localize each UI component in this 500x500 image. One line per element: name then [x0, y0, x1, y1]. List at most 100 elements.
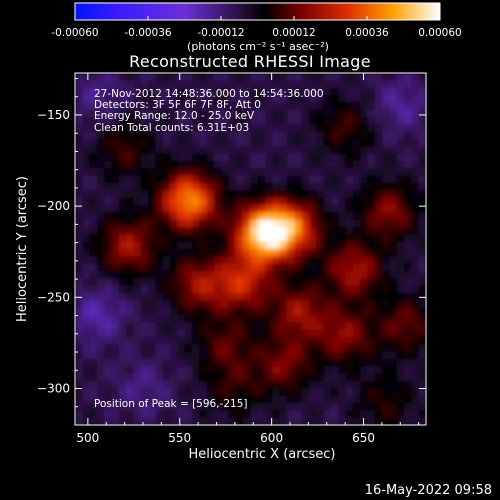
heatmap-cell	[265, 329, 274, 338]
heatmap-cell	[418, 175, 426, 184]
heatmap-cell	[118, 73, 127, 81]
heatmap-cell	[199, 168, 208, 177]
heatmap-cell	[177, 102, 186, 111]
heatmap-cell	[367, 278, 376, 287]
heatmap-cell	[140, 285, 149, 294]
heatmap-cell	[140, 87, 149, 96]
heatmap-cell	[389, 366, 398, 375]
heatmap-cell	[323, 388, 332, 397]
heatmap-cell	[192, 161, 200, 169]
heatmap-cell	[287, 307, 295, 316]
heatmap-cell	[345, 117, 354, 125]
heatmap-cell	[367, 256, 376, 265]
heatmap-cell	[192, 293, 200, 301]
heatmap-cell	[126, 300, 135, 309]
heatmap-cell	[309, 95, 317, 103]
heatmap-cell	[345, 300, 354, 309]
heatmap-cell	[126, 102, 135, 111]
heatmap-cell	[382, 285, 391, 294]
heatmap-cell	[352, 417, 361, 425]
heatmap-cell	[126, 344, 135, 353]
heatmap-cell	[140, 410, 149, 419]
heatmap-cell	[257, 359, 266, 367]
heatmap-cell	[96, 153, 105, 162]
heatmap-cell	[133, 322, 142, 331]
heatmap-cell	[192, 271, 200, 279]
heatmap-cell	[309, 249, 317, 257]
heatmap-cell	[243, 337, 252, 345]
heatmap-cell	[294, 183, 303, 191]
heatmap-cell	[345, 315, 354, 323]
heatmap-cell	[126, 373, 135, 382]
heatmap-cell	[89, 146, 98, 155]
heatmap-cell	[235, 153, 244, 162]
heatmap-cell	[206, 410, 215, 419]
heatmap-cell	[192, 344, 200, 353]
heatmap-cell	[404, 337, 412, 345]
heatmap-cell	[418, 124, 426, 133]
heatmap-cell	[192, 73, 200, 81]
heatmap-cell	[374, 117, 383, 125]
heatmap-cell	[111, 388, 120, 397]
heatmap-cell	[382, 175, 391, 184]
heatmap-cell	[140, 219, 149, 228]
heatmap-cell	[389, 146, 398, 155]
heatmap-cell	[96, 410, 105, 419]
annotation-detectors: Detectors: 3F 5F 6F 7F 8F, Att 0	[94, 99, 261, 111]
heatmap-cell	[345, 241, 354, 250]
heatmap-cell	[177, 161, 186, 169]
heatmap-cell	[140, 227, 149, 235]
heatmap-cell	[184, 278, 193, 287]
heatmap-cell	[345, 403, 354, 411]
heatmap-cell	[133, 131, 142, 140]
heatmap-cell	[82, 395, 91, 404]
heatmap-cell	[140, 139, 149, 147]
heatmap-cell	[301, 197, 310, 206]
heatmap-cell	[140, 388, 149, 397]
heatmap-cell	[96, 146, 105, 155]
heatmap-cell	[301, 219, 310, 228]
heatmap-cell	[389, 263, 398, 272]
heatmap-cell	[111, 395, 120, 404]
heatmap-cell	[104, 175, 113, 184]
heatmap-cell	[265, 388, 274, 397]
heatmap-cell	[309, 73, 317, 81]
heatmap-cell	[360, 388, 369, 397]
heatmap-cell	[352, 146, 361, 155]
heatmap-cell	[89, 139, 98, 147]
heatmap-cell	[374, 329, 383, 338]
heatmap-cell	[104, 293, 113, 301]
heatmap-cell	[323, 256, 332, 265]
heatmap-cell	[82, 197, 91, 206]
heatmap-cell	[177, 109, 186, 118]
heatmap-cell	[396, 388, 405, 397]
heatmap-cell	[228, 417, 237, 425]
heatmap-cell	[301, 417, 310, 425]
heatmap-cell	[250, 73, 259, 81]
heatmap-cell	[360, 278, 369, 287]
heatmap-cell	[228, 241, 237, 250]
heatmap-cell	[382, 344, 391, 353]
heatmap-cell	[330, 153, 339, 162]
heatmap-cell	[235, 227, 244, 235]
heatmap-cell	[389, 102, 398, 111]
heatmap-cell	[418, 161, 426, 169]
heatmap-cell	[133, 249, 142, 257]
heatmap-cell	[411, 344, 420, 353]
heatmap-cell	[294, 293, 303, 301]
heatmap-cell	[155, 241, 164, 250]
heatmap-cell	[104, 366, 113, 375]
heatmap-cell	[104, 417, 113, 425]
heatmap-cell	[155, 73, 164, 81]
heatmap-cell	[199, 219, 208, 228]
heatmap-cell	[418, 95, 426, 103]
heatmap-cell	[243, 278, 252, 287]
heatmap-cell	[389, 219, 398, 228]
heatmap-cell	[272, 80, 281, 89]
heatmap-cell	[89, 388, 98, 397]
heatmap-cell	[170, 381, 178, 389]
heatmap-cell	[199, 73, 208, 81]
heatmap-cell	[170, 278, 178, 287]
heatmap-cell	[155, 168, 164, 177]
heatmap-cell	[221, 417, 230, 425]
